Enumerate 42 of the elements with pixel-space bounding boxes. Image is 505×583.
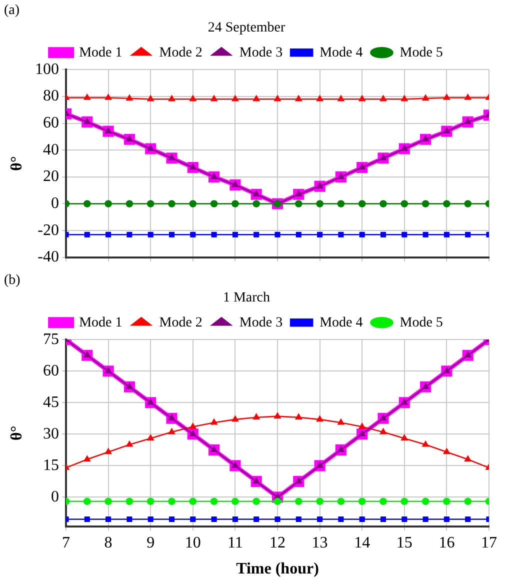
- chart-title: (a): [4, 3, 20, 18]
- x-tick-label: 9: [146, 534, 155, 552]
- x-tick-label: 11: [227, 534, 243, 552]
- legend-label: Mode 2: [159, 45, 202, 60]
- legend-title: 1 March: [222, 290, 270, 306]
- y-tick-label: -20: [38, 222, 59, 239]
- x-tick-label: 13: [312, 534, 328, 552]
- y-axis-title: θ°: [8, 156, 26, 171]
- x-tick-label: 10: [184, 534, 201, 552]
- x-tick-label: 12: [270, 534, 286, 552]
- y-tick-label: 75: [43, 330, 59, 348]
- x-tick-label: 17: [481, 534, 497, 552]
- y-tick-label: 60: [43, 114, 59, 132]
- y-tick-label: 40: [43, 141, 59, 158]
- x-tick-label: 15: [396, 534, 412, 552]
- legend-label: Mode 1: [79, 45, 122, 60]
- legend-title: 24 September: [208, 20, 286, 36]
- legend-label: Mode 2: [159, 315, 202, 330]
- x-tick-label: 16: [438, 534, 455, 552]
- y-tick-label: 20: [43, 168, 59, 186]
- legend-label: Mode 3: [239, 315, 283, 330]
- y-tick-label: 80: [43, 88, 59, 105]
- x-tick-label: 8: [104, 534, 112, 552]
- y-tick-label: 0: [51, 488, 59, 506]
- legend-label: Mode 5: [400, 315, 443, 330]
- y-tick-label: 100: [35, 60, 59, 78]
- legend-label: Mode 4: [320, 315, 363, 330]
- x-axis-title: Time (hour): [236, 560, 319, 578]
- y-tick-label: 60: [43, 362, 59, 380]
- y-tick-label: 30: [43, 425, 59, 442]
- y-tick-label: 45: [43, 394, 59, 411]
- y-tick-label: 15: [43, 456, 59, 474]
- legend-label: Mode 3: [239, 45, 283, 60]
- y-tick-label: 0: [51, 194, 59, 212]
- y-tick-label: -40: [38, 248, 59, 266]
- legend-label: Mode 1: [79, 315, 122, 330]
- x-tick-label: 14: [354, 534, 370, 552]
- legend-label: Mode 5: [400, 45, 443, 60]
- y-axis-title: θ°: [8, 426, 26, 440]
- x-tick-label: 7: [62, 534, 70, 552]
- legend-label: Mode 4: [320, 45, 363, 60]
- chart-title: (b): [4, 273, 21, 288]
